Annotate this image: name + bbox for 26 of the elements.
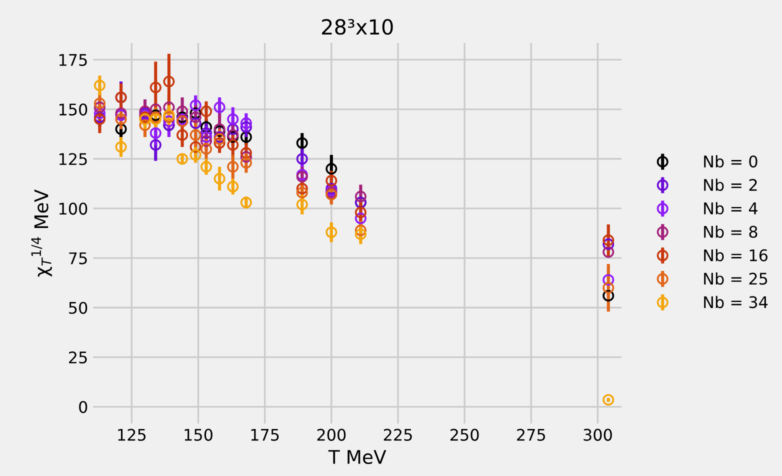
y-tick-label: 100 [59,202,88,215]
legend-label: Nb = 4 [704,202,758,214]
y-tick-label: 50 [69,302,88,314]
y-tick-label: 125 [59,153,87,166]
x-tick-label: 225 [384,428,412,441]
legend-label: Nb = 8 [704,226,758,238]
y-tick-label: 150 [59,103,88,116]
y-tick-label: 75 [69,252,87,264]
x-tick-label: 175 [251,428,279,441]
legend-label: Nb = 34 [704,296,768,308]
y-tick-label: 25 [69,351,87,364]
y-tick-label: 175 [59,54,87,66]
legend-label: Nb = 2 [704,178,757,191]
legend-label: Nb = 0 [704,155,758,168]
x-tick-label: 150 [184,428,212,441]
legend-label: Nb = 16 [704,248,768,262]
x-axis-title: T MeV [328,450,386,464]
y-axis-title: χ$_{T}$$^{1/4}$ MeV [31,190,52,277]
x-tick-label: 275 [517,428,545,441]
x-tick-label: 250 [450,428,479,441]
x-tick-label: 300 [584,428,612,441]
legend-label: Nb = 25 [704,272,768,285]
y-tick-label: 0 [79,400,88,414]
x-tick-label: 200 [317,428,346,441]
x-tick-label: 125 [118,428,146,441]
chart-title: 28³x10 [322,19,393,35]
